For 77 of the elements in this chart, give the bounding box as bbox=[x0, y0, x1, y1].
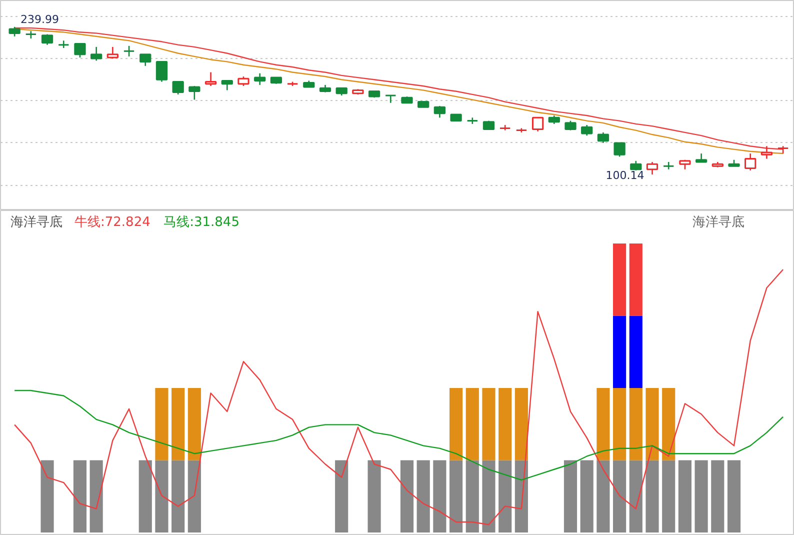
bar bbox=[73, 460, 87, 532]
bar bbox=[629, 460, 642, 532]
candlestick bbox=[58, 40, 70, 49]
bar bbox=[498, 460, 512, 532]
bar bbox=[466, 460, 479, 532]
bar bbox=[662, 460, 676, 532]
bar bbox=[514, 388, 528, 460]
bar bbox=[482, 388, 496, 460]
bar bbox=[613, 460, 626, 532]
text: 海洋寻底 bbox=[692, 215, 744, 230]
candlestick bbox=[630, 160, 642, 172]
bar bbox=[629, 316, 642, 388]
candlestick bbox=[8, 26, 20, 38]
bar bbox=[172, 460, 185, 532]
bar bbox=[90, 460, 103, 532]
chart-title: 海洋寻底 bbox=[10, 215, 62, 230]
bar bbox=[613, 244, 626, 316]
bar bbox=[646, 460, 659, 532]
candlestick bbox=[188, 85, 200, 100]
bar bbox=[646, 388, 659, 460]
candlestick bbox=[123, 45, 135, 58]
bar bbox=[155, 388, 168, 460]
bar bbox=[40, 460, 54, 532]
bar bbox=[138, 460, 152, 532]
bar bbox=[580, 460, 594, 532]
candlestick bbox=[156, 60, 168, 82]
bar bbox=[188, 460, 201, 532]
bar bbox=[482, 460, 496, 532]
candlestick bbox=[597, 132, 610, 144]
text: 牛线:72.824 bbox=[74, 215, 150, 230]
bar bbox=[613, 316, 626, 388]
candlestick bbox=[221, 80, 233, 91]
candlestick bbox=[760, 145, 773, 160]
bar bbox=[711, 460, 724, 532]
bar bbox=[433, 460, 446, 532]
candlestick bbox=[744, 152, 756, 172]
candlestick bbox=[106, 46, 118, 60]
candlestick bbox=[238, 76, 250, 87]
candlestick bbox=[90, 46, 102, 62]
candlestick bbox=[614, 142, 626, 158]
candlestick bbox=[172, 81, 184, 96]
bar bbox=[335, 460, 348, 532]
bar bbox=[678, 460, 692, 532]
bar bbox=[416, 460, 430, 532]
bar bbox=[498, 388, 512, 460]
candlestick bbox=[646, 161, 658, 176]
bar bbox=[400, 460, 414, 532]
annotation: 100.14 bbox=[606, 168, 644, 182]
candlestick bbox=[74, 43, 86, 58]
bar bbox=[368, 460, 381, 532]
bar bbox=[514, 460, 528, 532]
candlestick bbox=[564, 120, 576, 131]
candlestick bbox=[384, 94, 396, 104]
candlestick bbox=[581, 124, 593, 136]
bar bbox=[613, 388, 626, 460]
candlestick bbox=[434, 105, 446, 118]
bar bbox=[694, 460, 708, 532]
bar bbox=[727, 460, 741, 532]
candlestick bbox=[466, 116, 478, 125]
candlestick bbox=[532, 116, 544, 132]
annotation: 239.99 bbox=[20, 12, 60, 26]
candlestick bbox=[204, 72, 217, 87]
bar bbox=[662, 388, 676, 460]
bar bbox=[629, 244, 642, 316]
bar bbox=[596, 388, 610, 460]
candlestick bbox=[254, 72, 266, 86]
bar bbox=[188, 388, 201, 460]
bar bbox=[596, 460, 610, 532]
bar bbox=[629, 388, 642, 460]
bar bbox=[172, 388, 185, 460]
text: 马线:31.845 bbox=[164, 215, 240, 230]
candlestick bbox=[140, 54, 152, 67]
bar bbox=[155, 460, 168, 532]
bar bbox=[449, 460, 463, 532]
bar bbox=[449, 388, 463, 460]
bar bbox=[564, 460, 578, 532]
bar bbox=[466, 388, 479, 460]
